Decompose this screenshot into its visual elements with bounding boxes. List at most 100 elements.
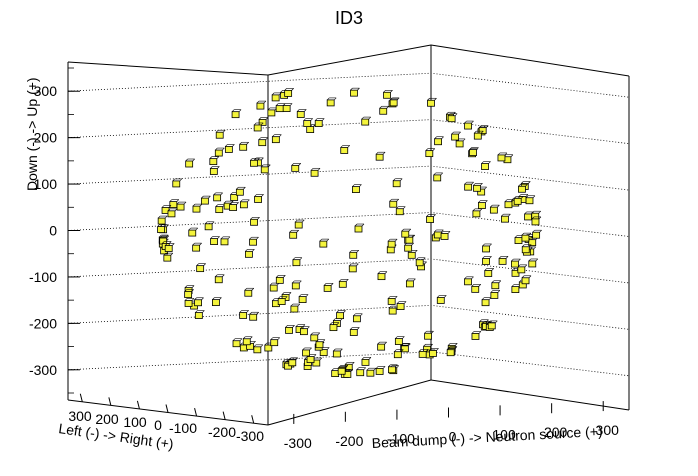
data-point-edge [277, 337, 280, 340]
data-point-edge [239, 338, 243, 341]
data-point-edge [302, 347, 305, 351]
data-point-edge [532, 195, 536, 198]
x-tick-label: 300 [68, 408, 92, 424]
data-point-edge [236, 202, 239, 205]
grid-line [67, 212, 630, 237]
data-point-marker [395, 208, 404, 216]
data-point [352, 184, 362, 193]
data-point-edge [289, 103, 293, 106]
data-point-edge [473, 183, 476, 186]
data-point-marker [210, 238, 218, 245]
data-point-marker [352, 315, 361, 323]
data-point-edge [478, 200, 481, 203]
data-point [379, 105, 389, 115]
data-point [521, 275, 532, 285]
data-point-marker [188, 229, 197, 237]
data-point-edge [167, 208, 171, 212]
data-point-edge [361, 116, 364, 120]
data-point-edge [471, 181, 474, 185]
data-point-edge [497, 204, 500, 208]
data-point-edge [211, 221, 215, 225]
data-point-edge [352, 362, 355, 365]
data-point-edge [268, 164, 271, 168]
grid-line [67, 119, 630, 145]
data-point-edge [291, 88, 294, 91]
data-point-edge [185, 158, 188, 162]
data-point-edge [352, 184, 355, 187]
data-point-marker [192, 205, 201, 213]
data-point [288, 357, 299, 367]
data-point-edge [159, 235, 162, 239]
data-point-edge [377, 271, 381, 274]
data-point-edge [260, 122, 264, 126]
x-tick-label: -100 [169, 420, 197, 436]
data-point-edge [299, 280, 302, 284]
data-point-edge [216, 156, 220, 159]
data-point [157, 215, 168, 225]
data-point-edge [192, 203, 196, 207]
data-point-edge [394, 349, 397, 352]
data-point [260, 164, 271, 174]
data-point-edge [244, 288, 248, 291]
data-point-edge [176, 201, 180, 205]
data-point-edge [451, 131, 454, 135]
data-point-marker [258, 139, 267, 147]
data-point-edge [530, 246, 533, 250]
data-point-edge [303, 118, 306, 121]
data-point-marker [498, 257, 507, 265]
data-point-edge [315, 118, 318, 121]
data-point [224, 144, 235, 153]
data-point-edge [454, 113, 458, 116]
data-point-edge [284, 88, 287, 91]
z-tick-label: 100 [492, 426, 516, 442]
data-point-edge [310, 118, 313, 121]
data-point-edge [350, 87, 353, 91]
data-point-marker [361, 358, 370, 366]
data-point [258, 117, 269, 126]
data-point-edge [201, 297, 204, 300]
data-point-edge [408, 228, 411, 232]
data-point-edge [447, 231, 451, 234]
data-point-edge [192, 158, 195, 162]
data-point [426, 214, 436, 223]
data-point-edge [246, 310, 249, 313]
data-point [253, 344, 264, 354]
data-point-edge [229, 202, 232, 205]
data-point-marker [209, 168, 218, 175]
data-point-marker [285, 326, 293, 334]
data-point-edge [272, 298, 275, 301]
data-point [275, 103, 286, 113]
data-point-marker [477, 188, 486, 196]
data-point [192, 242, 202, 252]
data-point-marker [271, 136, 280, 144]
data-point [400, 343, 411, 353]
data-point-edge [525, 184, 528, 187]
data-point-marker [319, 349, 328, 356]
data-point [517, 264, 528, 274]
data-point-marker [192, 244, 201, 252]
data-point-edge [300, 326, 303, 329]
data-point-marker [484, 270, 493, 277]
data-point-marker [354, 225, 363, 233]
data-point [185, 158, 195, 168]
data-point-marker [244, 250, 253, 258]
data-point-edge [301, 219, 305, 223]
data-point [269, 282, 280, 292]
data-point-edge [510, 154, 514, 157]
data-point-edge [257, 158, 260, 161]
data-point [258, 137, 268, 147]
data-point [292, 257, 303, 267]
data-point-edge [265, 137, 268, 140]
data-point [184, 298, 195, 307]
data-point-edge [331, 368, 334, 371]
data-point-edge [204, 221, 208, 225]
data-point-edge [349, 250, 352, 253]
data-point-edge [464, 276, 467, 280]
data-point-edge [538, 216, 542, 220]
data-point [349, 327, 360, 336]
data-point [319, 238, 330, 248]
data-point-edge [261, 194, 264, 197]
data-point [375, 366, 386, 375]
data-point-edge [295, 357, 299, 360]
data-point-edge [524, 264, 528, 268]
